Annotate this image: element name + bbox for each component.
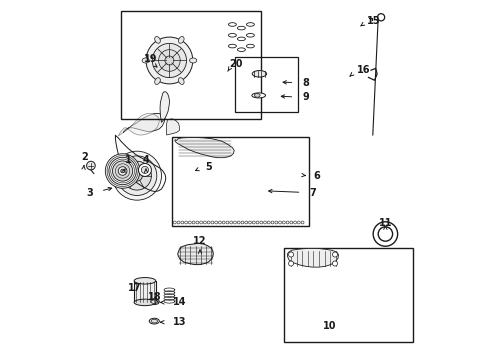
Bar [172, 137, 309, 226]
Circle shape [289, 261, 294, 266]
Polygon shape [118, 113, 159, 136]
Circle shape [122, 161, 151, 190]
Ellipse shape [152, 43, 187, 78]
Circle shape [117, 156, 157, 195]
Ellipse shape [155, 37, 160, 43]
Text: 13: 13 [173, 317, 187, 327]
Text: 1: 1 [124, 155, 131, 165]
Circle shape [289, 252, 294, 257]
Ellipse shape [155, 78, 160, 84]
Text: 7: 7 [310, 188, 317, 198]
Circle shape [141, 166, 148, 174]
Ellipse shape [228, 44, 236, 48]
Circle shape [121, 169, 124, 173]
Text: 19: 19 [144, 54, 157, 64]
Text: 2: 2 [81, 152, 88, 162]
Text: 4: 4 [143, 155, 149, 165]
Circle shape [373, 222, 398, 246]
Text: 6: 6 [314, 171, 320, 181]
Ellipse shape [246, 33, 254, 37]
Ellipse shape [190, 58, 197, 63]
Circle shape [132, 170, 143, 181]
Polygon shape [160, 92, 170, 122]
Circle shape [118, 167, 127, 175]
Bar [284, 248, 414, 342]
Ellipse shape [246, 23, 254, 26]
Ellipse shape [228, 33, 236, 37]
Ellipse shape [159, 50, 180, 71]
Text: 10: 10 [323, 321, 336, 331]
Ellipse shape [252, 93, 266, 98]
Text: 15: 15 [368, 16, 381, 26]
Circle shape [113, 161, 133, 181]
Ellipse shape [151, 300, 157, 303]
Polygon shape [123, 113, 165, 132]
Text: 5: 5 [205, 162, 212, 172]
Ellipse shape [238, 48, 245, 51]
Text: 11: 11 [379, 218, 392, 228]
Ellipse shape [246, 44, 254, 48]
Ellipse shape [228, 23, 236, 26]
Ellipse shape [254, 94, 260, 97]
Ellipse shape [134, 299, 156, 306]
Ellipse shape [238, 37, 245, 41]
Ellipse shape [238, 26, 245, 30]
Text: 16: 16 [357, 65, 370, 75]
Text: 9: 9 [303, 92, 309, 102]
Circle shape [105, 154, 140, 188]
Ellipse shape [134, 278, 156, 284]
Polygon shape [167, 119, 179, 135]
Bar [235, 57, 298, 112]
Ellipse shape [252, 71, 267, 77]
Circle shape [333, 261, 338, 266]
Ellipse shape [149, 299, 159, 305]
Ellipse shape [146, 37, 193, 84]
Bar [134, 281, 156, 302]
Text: 18: 18 [147, 292, 161, 302]
Text: 20: 20 [229, 59, 242, 69]
Ellipse shape [149, 318, 159, 324]
Text: 3: 3 [86, 188, 93, 198]
Ellipse shape [142, 58, 149, 63]
Circle shape [378, 227, 392, 241]
Ellipse shape [178, 37, 184, 43]
Bar [121, 11, 261, 119]
Text: 17: 17 [128, 283, 142, 293]
Text: 14: 14 [173, 297, 187, 307]
Circle shape [333, 252, 338, 257]
Polygon shape [288, 248, 339, 267]
Circle shape [113, 151, 162, 200]
Ellipse shape [151, 319, 157, 323]
Circle shape [87, 161, 95, 170]
Circle shape [109, 157, 136, 185]
Circle shape [139, 163, 151, 176]
Ellipse shape [165, 56, 174, 65]
Ellipse shape [178, 78, 184, 84]
Text: 8: 8 [303, 78, 310, 88]
Text: 12: 12 [193, 236, 207, 246]
Polygon shape [175, 138, 234, 158]
Polygon shape [178, 243, 213, 265]
